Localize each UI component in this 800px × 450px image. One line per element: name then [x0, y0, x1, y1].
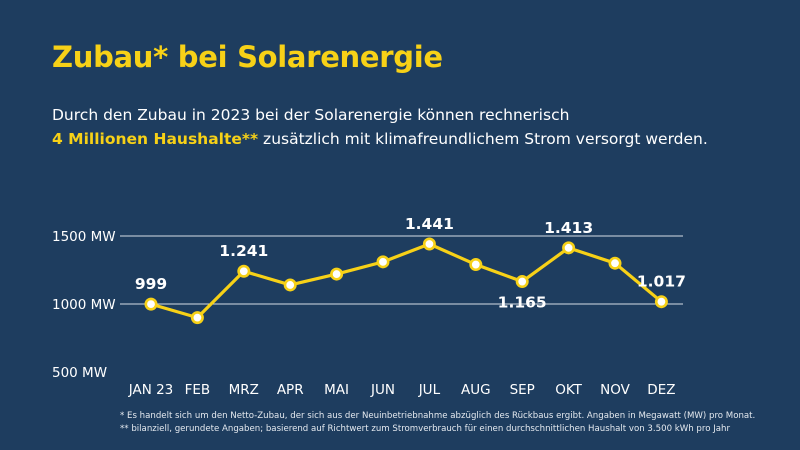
x-tick-label-mrz: MRZ [229, 382, 259, 398]
data-points [144, 237, 668, 325]
data-label-jan-23: 999 [135, 275, 167, 293]
x-tick-label-okt: OKT [555, 382, 582, 398]
data-label-okt: 1.413 [544, 219, 593, 237]
footnotes: * Es handelt sich um den Netto-Zubau, de… [120, 410, 755, 436]
data-label-sep: 1.165 [498, 294, 547, 312]
x-tick-label-nov: NOV [600, 382, 630, 398]
data-point-jan-23 [144, 297, 158, 311]
y-axis-tick-labels: 500 MW 1000 MW 1500 MW [52, 229, 116, 381]
data-point-feb [190, 311, 204, 325]
x-tick-label-jan-23: JAN 23 [128, 382, 174, 398]
data-point-apr [283, 278, 297, 292]
series-line [149, 242, 664, 320]
x-tick-label-jul: JUL [418, 382, 441, 398]
x-tick-label-mai: MAI [324, 382, 349, 398]
y-tick-label-500: 500 MW [52, 365, 107, 381]
data-point-aug [469, 258, 483, 272]
chart-title: Zubau* bei Solarenergie [52, 40, 443, 74]
chart-subtitle: Durch den Zubau in 2023 bei der Solarene… [52, 103, 772, 151]
data-label-mrz: 1.241 [219, 242, 268, 260]
data-point-nov [608, 256, 622, 270]
x-tick-label-aug: AUG [461, 382, 491, 398]
x-tick-label-jun: JUN [370, 382, 395, 398]
x-tick-label-feb: FEB [185, 382, 211, 398]
data-point-sep [515, 275, 529, 289]
subtitle-highlight: 4 Millionen Haushalte** [52, 130, 259, 148]
data-point-jul [422, 237, 436, 251]
data-label-jul: 1.441 [405, 215, 454, 233]
subtitle-line-1: Durch den Zubau in 2023 bei der Solarene… [52, 106, 570, 124]
x-tick-label-apr: APR [277, 382, 304, 398]
footnote-1: * Es handelt sich um den Netto-Zubau, de… [120, 411, 756, 421]
y-tick-label-1500: 1500 MW [52, 229, 116, 245]
grid-lines [120, 235, 683, 305]
data-labels: 999 1.241 1.441 1.165 1.413 1.017 [135, 215, 686, 312]
subtitle-line-2: zusätzlich mit klimafreundlichem Strom v… [258, 130, 708, 148]
data-point-dez [654, 295, 668, 309]
data-point-mai [330, 267, 344, 281]
footnote-2: ** bilanziell, gerundete Angaben; basier… [120, 424, 730, 434]
data-point-okt [562, 241, 576, 255]
data-point-jun [376, 255, 390, 269]
x-tick-label-sep: SEP [510, 382, 535, 398]
data-label-dez: 1.017 [637, 273, 686, 291]
data-point-mrz [237, 264, 251, 278]
x-tick-label-dez: DEZ [647, 382, 675, 398]
y-tick-label-1000: 1000 MW [52, 297, 116, 313]
x-axis-tick-labels: JAN 23 FEB MRZ APR MAI JUN JUL AUG SEP OKT NOV DEZ [128, 382, 676, 398]
